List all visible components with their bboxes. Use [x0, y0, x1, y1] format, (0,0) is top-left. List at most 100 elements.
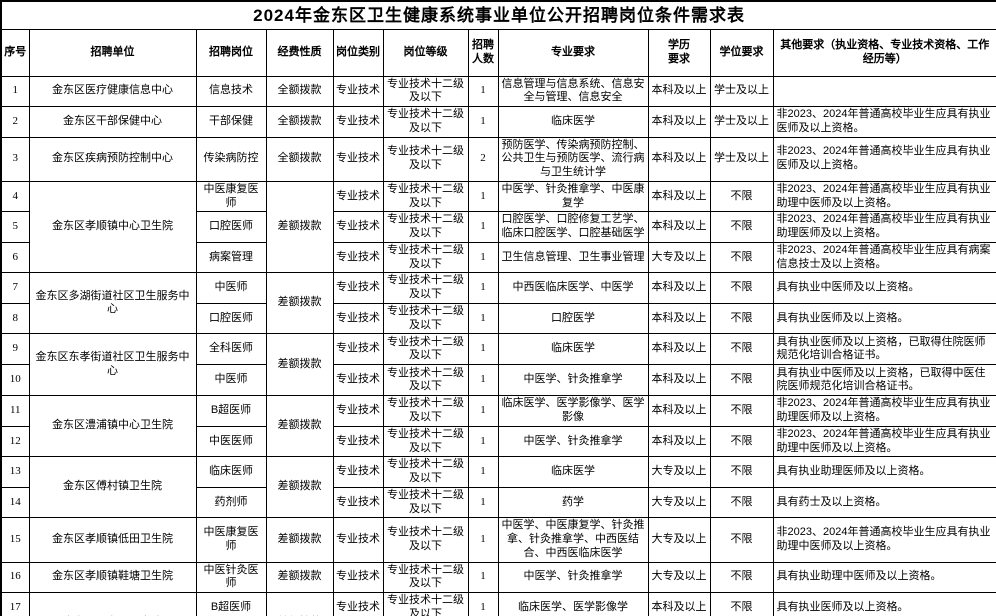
cell-degree: 不限	[709, 561, 774, 593]
cell-other: 具有执业医师及以上资格。	[772, 592, 996, 616]
cell-serial: 12	[0, 425, 30, 458]
table-row: 16 金东区孝顺镇鞋塘卫生院 中医针灸医师 差额拨款 专业技术 专业技术十二级及…	[0, 561, 996, 593]
table-row: 15 金东区孝顺镇低田卫生院 中医康复医师 差额拨款 专业技术 专业技术十二级及…	[0, 517, 996, 563]
cell-majors: 临床医学	[497, 333, 649, 366]
cell-category: 专业技术	[332, 395, 384, 427]
cell-count: 1	[467, 395, 499, 427]
cell-category: 专业技术	[332, 333, 384, 366]
cell-degree: 不限	[709, 456, 774, 488]
cell-other: 具有药士及以上资格。	[772, 486, 996, 519]
cell-majors: 临床医学、医学影像学、医学影像	[497, 395, 649, 427]
cell-category: 专业技术	[332, 272, 384, 304]
cell-education: 本科及以上	[647, 302, 711, 335]
cell-unit: 金东区医疗健康信息中心	[28, 75, 197, 107]
cell-serial: 3	[0, 136, 30, 182]
cell-serial: 9	[0, 333, 30, 366]
cell-serial: 16	[0, 561, 30, 593]
cell-level: 专业技术十二级及以下	[382, 302, 469, 335]
cell-count: 1	[467, 517, 499, 563]
cell-education: 本科及以上	[647, 211, 711, 243]
cell-level: 专业技术十二级及以下	[382, 180, 469, 213]
cell-category: 专业技术	[332, 364, 384, 397]
cell-degree: 不限	[709, 425, 774, 458]
cell-majors: 临床医学	[497, 456, 649, 488]
cell-other: 非2023、2024年普通高校毕业生应具有执业助理医师及以上资格。	[772, 211, 996, 243]
cell-count: 1	[467, 302, 499, 335]
cell-position: 病案管理	[195, 241, 267, 274]
cell-majors: 中医学、针灸推拿学	[497, 364, 649, 397]
cell-other: 具有执业中医师及以上资格，已取得中医住院医师规范化培训合格证书。	[772, 364, 996, 397]
table-row: 10 中医师 专业技术 专业技术十二级及以下 1 中医学、针灸推拿学 本科及以上…	[0, 364, 996, 397]
cell-count: 1	[467, 561, 499, 593]
cell-degree: 学士及以上	[709, 106, 774, 138]
cell-majors: 卫生信息管理、卫生事业管理	[497, 241, 649, 274]
cell-serial: 13	[0, 456, 30, 488]
cell-majors: 中西医临床医学、中医学	[497, 272, 649, 304]
cell-level: 专业技术十二级及以下	[382, 136, 469, 182]
cell-serial: 1	[0, 75, 30, 107]
cell-majors: 临床医学、医学影像学	[497, 592, 649, 616]
cell-serial: 8	[0, 302, 30, 335]
cell-majors: 口腔医学	[497, 302, 649, 335]
cell-position: 中医医师	[195, 425, 267, 458]
page-title: 2024年金东区卫生健康系统事业单位公开招聘岗位条件需求表	[0, 0, 996, 30]
cell-level: 专业技术十二级及以下	[382, 75, 469, 107]
cell-other: 非2023、2024年普通高校毕业生应具有执业医师及以上资格。	[772, 106, 996, 138]
cell-count: 1	[467, 364, 499, 397]
cell-category: 专业技术	[332, 486, 384, 519]
table-row: 4 金东区孝顺镇中心卫生院 中医康复医师 差额拨款 专业技术 专业技术十二级及以…	[0, 180, 996, 274]
cell-funding: 全额拨款	[265, 106, 334, 138]
cell-level: 专业技术十二级及以下	[382, 106, 469, 138]
cell-degree: 不限	[709, 333, 774, 366]
cell-funding: 差额拨款	[265, 180, 334, 274]
cell-funding: 差额拨款	[265, 517, 334, 563]
cell-other: 非2023、2024年普通高校毕业生应具有执业助理中医师及以上资格。	[772, 517, 996, 563]
table-row: 6 病案管理 专业技术 专业技术十二级及以下 1 卫生信息管理、卫生事业管理 大…	[0, 241, 996, 274]
table-row: 3 金东区疾病预防控制中心 传染病防控 全额拨款 专业技术 专业技术十二级及以下…	[0, 136, 996, 182]
cell-count: 1	[467, 333, 499, 366]
cell-education: 本科及以上	[647, 395, 711, 427]
cell-serial: 11	[0, 395, 30, 427]
cell-count: 1	[467, 272, 499, 304]
cell-majors: 中医学、针灸推拿学、中医康复学	[497, 180, 649, 213]
cell-category: 专业技术	[332, 425, 384, 458]
cell-degree: 不限	[709, 395, 774, 427]
cell-position: 中医师	[195, 272, 267, 304]
cell-other: 具有执业中医师及以上资格。	[772, 272, 996, 304]
cell-position: 全科医师	[195, 333, 267, 366]
col-header-unit: 招聘单位	[28, 28, 197, 77]
cell-unit: 金东区疾病预防控制中心	[28, 136, 197, 182]
cell-funding: 差额拨款	[265, 272, 334, 335]
cell-level: 专业技术十二级及以下	[382, 486, 469, 519]
cell-degree: 不限	[709, 241, 774, 274]
cell-unit: 金东区傅村镇卫生院	[28, 456, 197, 519]
table-row: 13 金东区傅村镇卫生院 临床医师 差额拨款 专业技术 专业技术十二级及以下 1…	[0, 456, 996, 519]
cell-level: 专业技术十二级及以下	[382, 241, 469, 274]
cell-count: 1	[467, 211, 499, 243]
cell-count: 2	[467, 136, 499, 182]
col-header-no: 序号	[0, 28, 30, 77]
cell-majors: 药学	[497, 486, 649, 519]
cell-position: 中医康复医师	[195, 517, 267, 563]
cell-position: B超医师	[195, 592, 267, 616]
cell-count: 1	[467, 75, 499, 107]
cell-serial: 10	[0, 364, 30, 397]
cell-serial: 4	[0, 180, 30, 213]
cell-category: 专业技术	[332, 75, 384, 107]
cell-education: 本科及以上	[647, 272, 711, 304]
cell-degree: 学士及以上	[709, 136, 774, 182]
cell-funding: 差额拨款	[265, 456, 334, 519]
cell-category: 专业技术	[332, 136, 384, 182]
cell-other: 非2023、2024年普通高校毕业生应具有执业助理中医师及以上资格。	[772, 180, 996, 213]
cell-serial: 17	[0, 592, 30, 616]
cell-unit: 金东区澧浦镇中心卫生院	[28, 395, 197, 458]
cell-other: 具有执业助理医师及以上资格。	[772, 456, 996, 488]
cell-degree: 不限	[709, 517, 774, 563]
cell-category: 专业技术	[332, 180, 384, 213]
col-header-degree: 学位要求	[709, 28, 774, 77]
table-row: 9 金东区东孝街道社区卫生服务中心 全科医师 差额拨款 专业技术 专业技术十二级…	[0, 333, 996, 397]
cell-unit: 金东区干部保健中心	[28, 106, 197, 138]
table-row: 5 口腔医师 专业技术 专业技术十二级及以下 1 口腔医学、口腔修复工艺学、临床…	[0, 211, 996, 243]
